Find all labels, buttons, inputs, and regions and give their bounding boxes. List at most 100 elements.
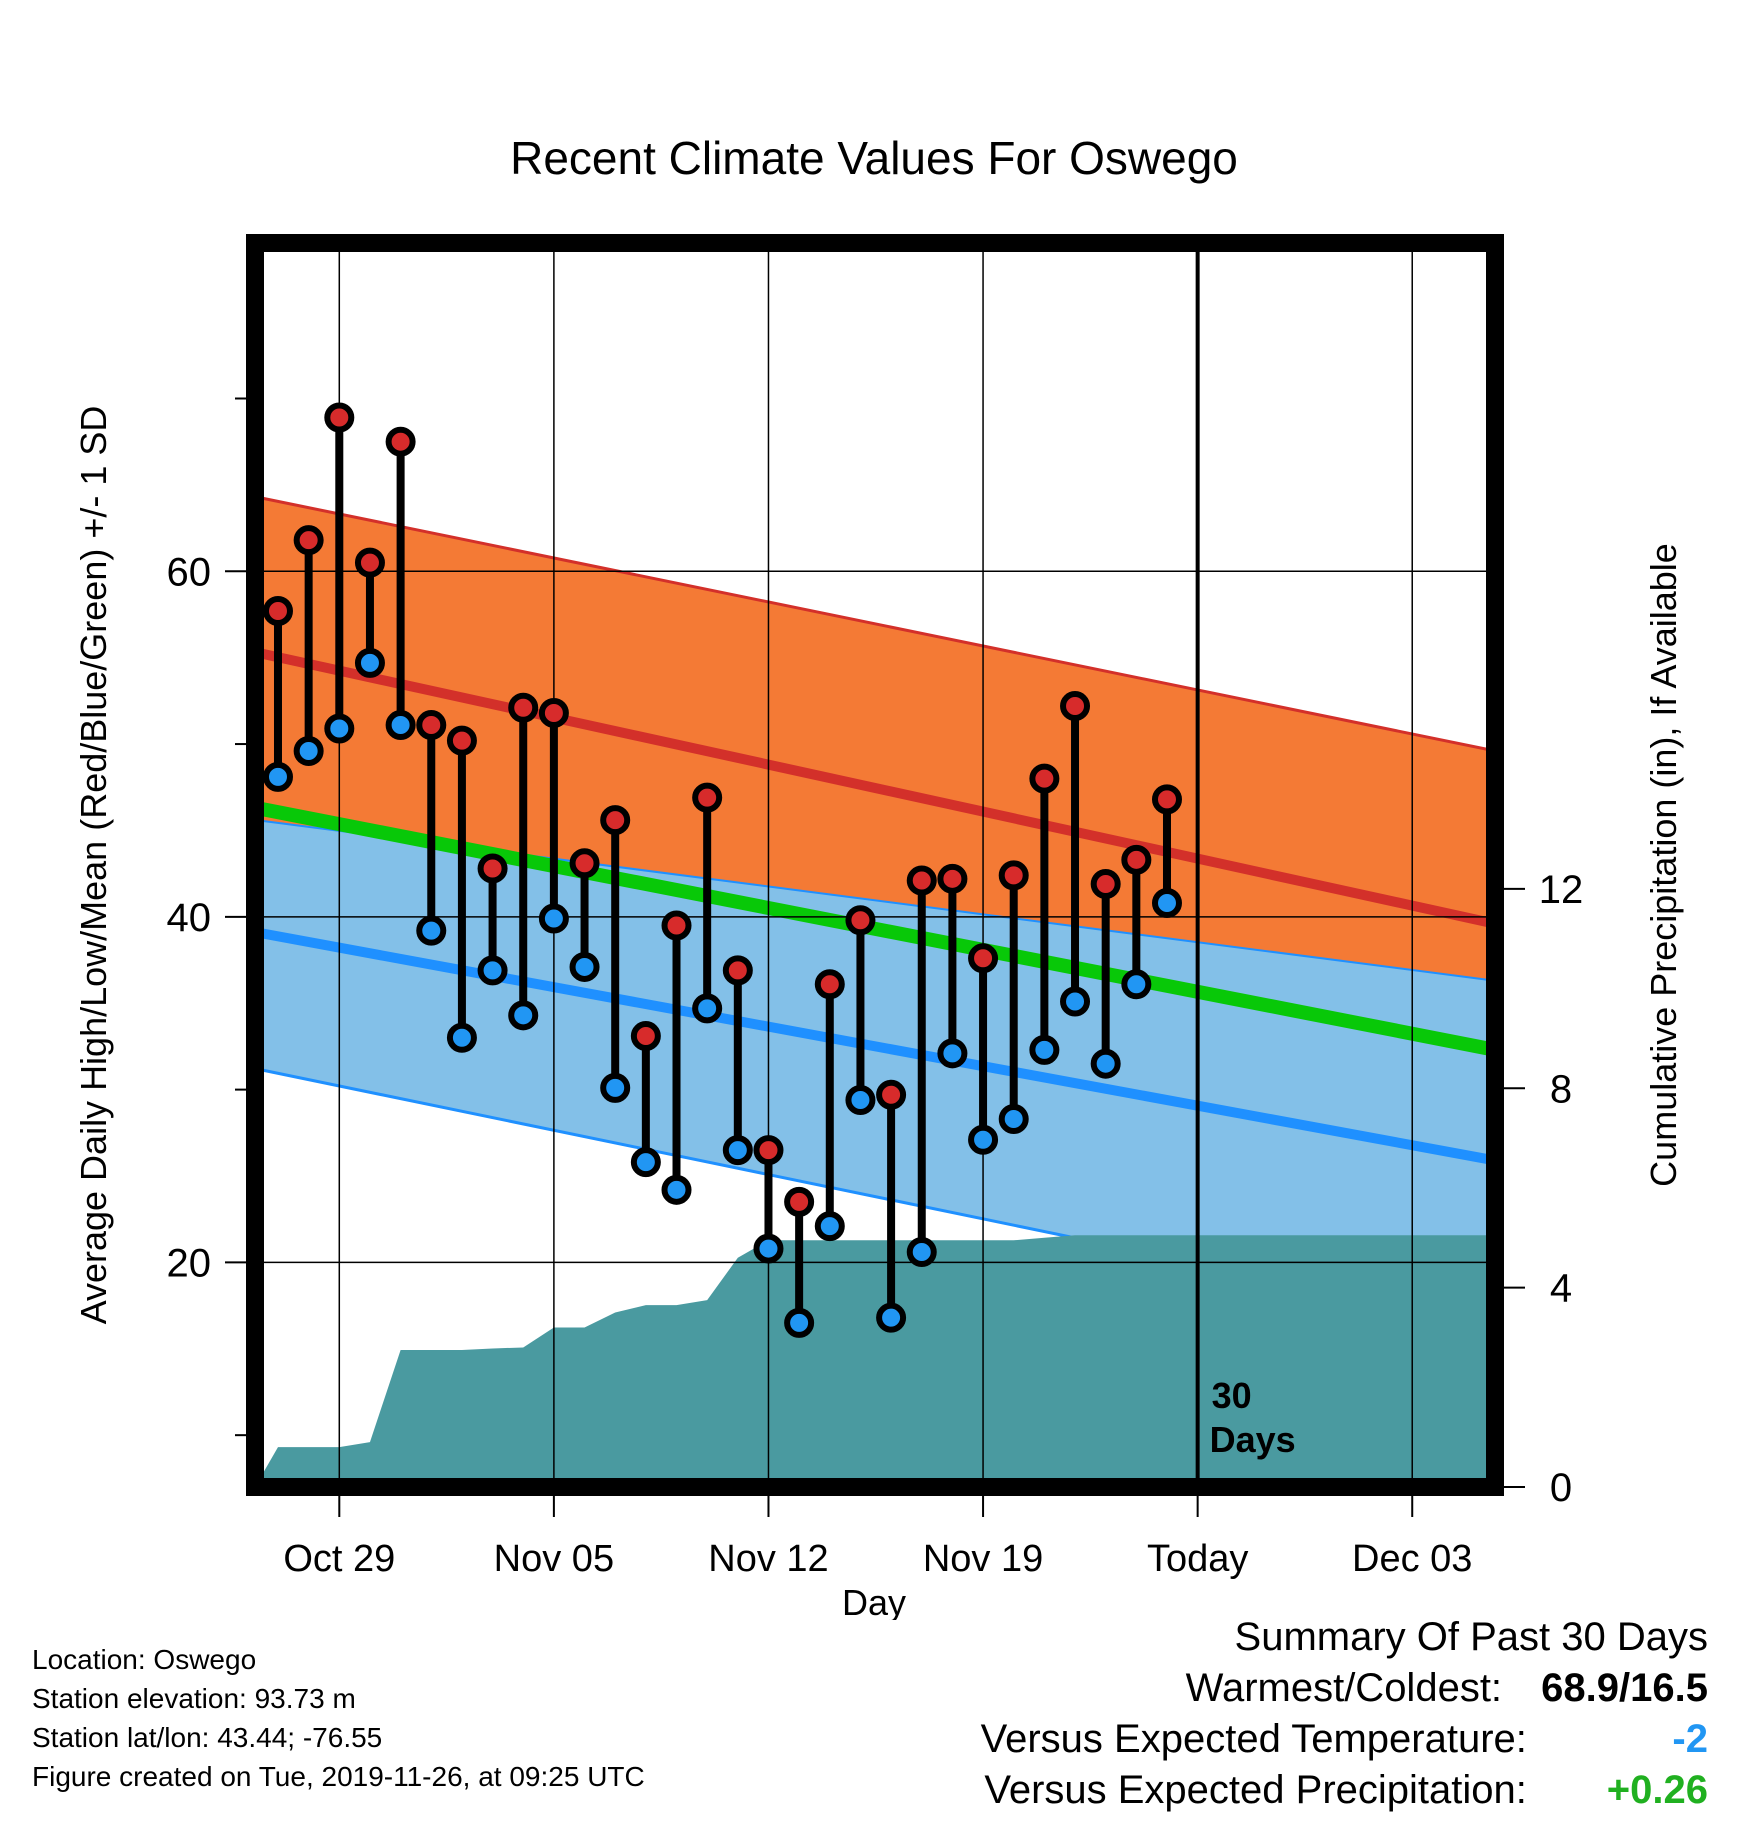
high-upper-line [256,495,1495,753]
obs-high-point [538,697,569,728]
warm-cold-label: Warmest/Coldest: [1185,1666,1503,1710]
obs-low-point [692,993,723,1024]
obs-low-point [998,1103,1029,1134]
obs-high-point [876,1079,907,1110]
obs-high-point [324,402,355,433]
obs-low-point [385,710,416,741]
obs-high-point [692,782,723,813]
obs-high-point [937,863,968,894]
latlon-text: Station lat/lon: 43.44; -76.55 [32,1722,383,1753]
obs-low-point [630,1147,661,1178]
obs-low-point [293,735,324,766]
obs-high-point [968,943,999,974]
obs-high-point [1090,869,1121,900]
y2-tick-label: 4 [1550,1267,1572,1311]
plot-frame [246,234,1504,1496]
obs-high-point [385,426,416,457]
obs-low-point [845,1084,876,1115]
temp-value: -2 [1672,1717,1708,1761]
obs-low-point [753,1233,784,1264]
obs-high-point [630,1021,661,1052]
obs-high-point [784,1186,815,1217]
obs-low-point [1121,969,1152,1000]
obs-high-point [416,710,447,741]
x-tick-label: Oct 29 [283,1538,395,1580]
obs-high-point [998,860,1029,891]
obs-high-point [906,865,937,896]
y2-tick-label: 0 [1550,1466,1572,1510]
location-text: Location: Oswego [32,1644,257,1675]
temp-label: Versus Expected Temperature: [980,1717,1527,1761]
obs-low-point [784,1307,815,1338]
axes: 20 40 60 0 4 8 12 Oct 29 Nov 05 Nov 12 Nov 19 Today… [167,234,1584,1580]
y2-tick-label: 12 [1539,868,1584,912]
elevation-text: Station elevation: 93.73 m [32,1683,356,1714]
precip-label: Versus Expected Precipitation: [984,1768,1527,1812]
obs-low-point [354,647,385,678]
x-axis-label: Day [842,1582,906,1620]
obs-high-point [569,848,600,879]
obs-high-point [354,547,385,578]
low-sd-band [256,820,1495,1325]
obs-low-point [968,1124,999,1155]
summary-precip: Versus Expected Precipitation: +0.26 [981,1765,1708,1816]
summary-warm-cold: Warmest/Coldest: 68.9/16.5 [981,1663,1708,1714]
obs-low-point [661,1174,692,1205]
x-tick-label: Dec 03 [1352,1538,1472,1580]
x-tick-label: Nov 05 [494,1538,614,1580]
obs-high-point [753,1135,784,1166]
y2-tick-label: 8 [1550,1067,1572,1111]
obs-low-point [937,1038,968,1069]
obs-low-point [722,1135,753,1166]
y-tick-label: 40 [167,896,212,940]
obs-low-point [814,1211,845,1242]
obs-high-point [293,525,324,556]
obs-high-point [477,853,508,884]
obs-low-point [508,1000,539,1031]
obs-high-point [1151,784,1182,815]
obs-low-point [262,761,293,792]
chart-title: Recent Climate Values For Oswego [510,132,1238,184]
y-axis-label: Average Daily High/Low/Mean (Red/Blue/Gr… [73,406,114,1325]
obs-low-point [569,951,600,982]
obs-high-point [1060,691,1091,722]
y-tick-label: 60 [167,550,212,594]
y-tick-label: 20 [167,1241,212,1285]
obs-low-point [906,1237,937,1268]
y2-axis-label: Cumulative Precipitation (in), If Availa… [1643,543,1684,1187]
obs-high-point [446,725,477,756]
today-label-number: 30 [1212,1375,1252,1416]
station-info: Location: Oswego Station elevation: 93.7… [32,1640,645,1796]
precip-area [255,1235,1495,1487]
created-text: Figure created on Tue, 2019-11-26, at 09… [32,1761,645,1792]
obs-low-point [1029,1034,1060,1065]
normal-high-line [255,647,1495,929]
warm-cold-value: 68.9/16.5 [1541,1666,1708,1710]
summary-temp: Versus Expected Temperature: -2 [981,1714,1708,1765]
obs-high-point [814,969,845,1000]
today-label-days: Days [1210,1419,1296,1460]
obs-high-point [845,905,876,936]
obs-high-point [262,596,293,627]
x-tick-label: Today [1147,1538,1248,1580]
obs-low-point [416,915,447,946]
obs-low-point [876,1302,907,1333]
obs-high-point [661,910,692,941]
precip-value: +0.26 [1606,1768,1708,1812]
obs-high-point [600,805,631,836]
obs-high-point [1029,763,1060,794]
obs-low-point [446,1022,477,1053]
climate-chart: Recent Climate Values For Oswego 30Days … [73,132,1684,1620]
summary-panel: Summary Of Past 30 Days Warmest/Coldest:… [981,1612,1708,1816]
obs-low-point [324,713,355,744]
summary-title: Summary Of Past 30 Days [1234,1615,1708,1659]
x-tick-label: Nov 12 [708,1538,828,1580]
obs-high-point [722,955,753,986]
obs-low-point [1151,888,1182,919]
obs-low-point [1090,1048,1121,1079]
obs-low-point [538,903,569,934]
obs-low-point [600,1072,631,1103]
obs-high-point [508,692,539,723]
obs-low-point [477,955,508,986]
